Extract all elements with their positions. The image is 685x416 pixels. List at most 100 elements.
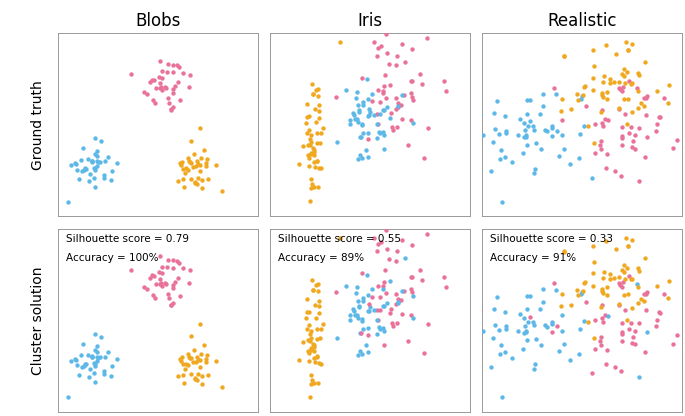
Point	[620, 79, 631, 86]
Point	[617, 83, 628, 90]
Point	[307, 376, 318, 383]
Point	[96, 333, 107, 340]
Point	[91, 343, 102, 349]
Point	[186, 137, 197, 144]
Point	[363, 129, 374, 136]
Point	[614, 300, 625, 307]
Point	[306, 381, 316, 387]
Point	[655, 309, 666, 316]
Point	[92, 354, 103, 361]
Point	[195, 168, 206, 175]
Point	[616, 368, 627, 375]
Point	[371, 331, 382, 337]
Point	[640, 349, 651, 356]
Point	[354, 134, 365, 141]
Point	[623, 291, 634, 297]
Point	[80, 361, 91, 368]
Point	[653, 113, 664, 120]
Point	[620, 235, 631, 241]
Point	[371, 317, 382, 323]
Point	[566, 106, 577, 112]
Point	[179, 170, 190, 176]
Point	[624, 326, 635, 332]
Point	[422, 320, 433, 327]
Point	[602, 284, 613, 290]
Point	[523, 319, 534, 325]
Point	[155, 275, 166, 282]
Point	[195, 320, 206, 327]
Point	[616, 135, 627, 141]
Point	[477, 132, 488, 139]
Point	[156, 74, 167, 81]
Point	[610, 168, 621, 175]
Point	[353, 304, 364, 311]
Point	[79, 363, 90, 369]
Point	[311, 314, 322, 321]
Point	[617, 279, 628, 286]
Point	[512, 327, 523, 334]
Point	[314, 303, 325, 310]
Point	[316, 326, 327, 332]
Point	[489, 322, 500, 328]
Point	[142, 286, 153, 293]
Point	[195, 155, 206, 161]
Point	[366, 91, 377, 97]
Point	[373, 87, 384, 94]
Point	[352, 156, 363, 163]
Point	[595, 304, 606, 310]
Point	[90, 363, 101, 369]
Point	[312, 158, 323, 164]
Point	[597, 302, 608, 309]
Point	[92, 153, 103, 160]
Point	[640, 307, 651, 314]
Point	[488, 334, 499, 341]
Point	[380, 290, 391, 297]
Point	[156, 68, 167, 74]
Point	[397, 311, 408, 318]
Point	[302, 348, 313, 354]
Point	[85, 366, 96, 373]
Point	[519, 315, 530, 322]
Point	[156, 87, 167, 94]
Point	[306, 185, 316, 192]
Point	[96, 138, 107, 144]
Point	[180, 165, 191, 171]
Point	[530, 165, 540, 172]
Point	[314, 297, 325, 304]
Point	[632, 69, 643, 76]
Point	[368, 307, 379, 314]
Point	[306, 347, 316, 354]
Point	[371, 135, 382, 141]
Point	[506, 159, 517, 166]
Point	[309, 342, 320, 349]
Point	[419, 154, 429, 161]
Point	[632, 85, 643, 92]
Point	[189, 179, 200, 186]
Point	[558, 145, 569, 152]
Point	[566, 302, 577, 308]
Point	[477, 327, 488, 334]
Point	[521, 329, 532, 336]
Point	[396, 237, 407, 243]
Point	[617, 319, 628, 326]
Point	[525, 314, 536, 320]
Point	[307, 277, 318, 283]
Point	[600, 312, 611, 319]
Point	[537, 298, 548, 305]
Point	[189, 151, 200, 158]
Point	[582, 319, 593, 325]
Point	[90, 330, 101, 337]
Point	[190, 359, 201, 365]
Point	[82, 156, 93, 163]
Point	[77, 145, 88, 151]
Point	[421, 230, 432, 237]
Point	[92, 159, 103, 166]
Text: Silhouette score = 0.55: Silhouette score = 0.55	[278, 235, 401, 245]
Point	[174, 64, 185, 70]
Point	[303, 309, 314, 315]
Point	[356, 317, 367, 324]
Point	[189, 347, 200, 354]
Point	[102, 154, 113, 160]
Point	[362, 154, 373, 160]
Point	[547, 328, 558, 335]
